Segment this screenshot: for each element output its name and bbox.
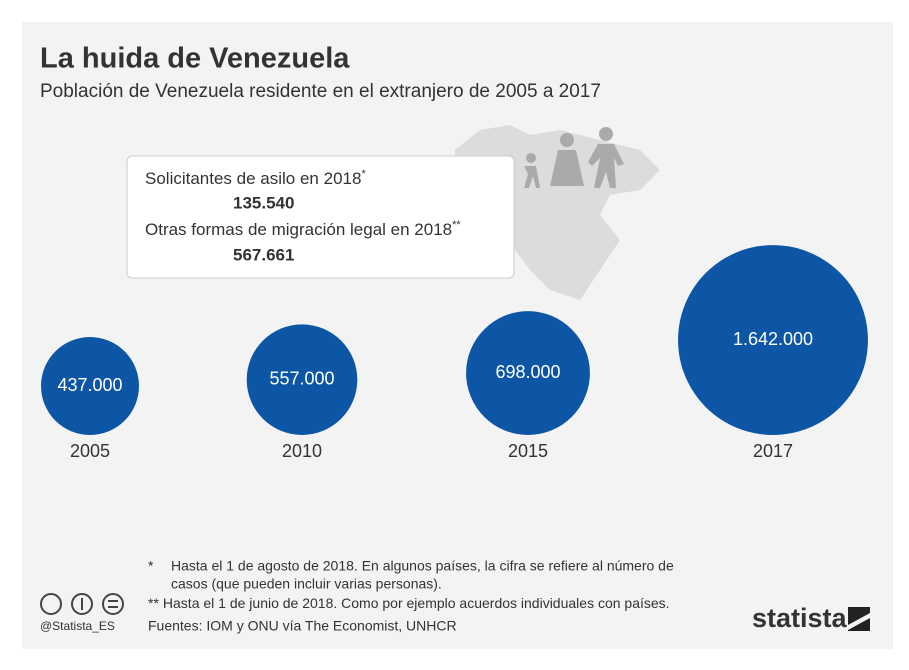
note-text: Hasta el 1 de junio de 2018. Como por ej… bbox=[163, 595, 670, 611]
handle: @Statista_ES bbox=[40, 619, 115, 633]
callout-label: Otras formas de migración legal en 2018*… bbox=[145, 219, 461, 240]
note-line: casos (que pueden incluir varias persona… bbox=[171, 576, 442, 592]
callout-box bbox=[126, 155, 515, 279]
category-label: 2010 bbox=[282, 441, 322, 461]
brand: statista bbox=[752, 603, 848, 633]
value-label: 437.000 bbox=[57, 375, 122, 395]
bubble bbox=[246, 324, 358, 435]
callout-text: Otras formas de migración legal en 2018 bbox=[145, 220, 452, 239]
callout-text: Solicitantes de asilo en 2018 bbox=[145, 169, 361, 188]
bubble bbox=[466, 311, 590, 436]
note-mark: ** bbox=[148, 595, 159, 611]
callout-mark: ** bbox=[452, 219, 461, 231]
callout-figure: 567.661 bbox=[233, 245, 294, 264]
note-mark: * bbox=[148, 558, 154, 574]
value-label: 1.642.000 bbox=[733, 329, 813, 349]
note-line: ** Hasta el 1 de junio de 2018. Como por … bbox=[148, 595, 670, 611]
category-label: 2015 bbox=[508, 441, 548, 461]
brand-logo-cut bbox=[848, 613, 870, 630]
callout-label: Solicitantes de asilo en 2018* bbox=[145, 168, 366, 189]
callout-mark: * bbox=[361, 168, 366, 180]
category-label: 2005 bbox=[70, 441, 110, 461]
chart-subtitle: Población de Venezuela residente en el e… bbox=[40, 81, 601, 102]
bubble bbox=[41, 337, 139, 435]
note-line: Hasta el 1 de agosto de 2018. En algunos… bbox=[171, 558, 674, 574]
license-icons bbox=[40, 593, 124, 615]
chart-title: La huida de Venezuela bbox=[40, 43, 350, 75]
value-label: 557.000 bbox=[269, 368, 334, 388]
value-label: 698.000 bbox=[495, 362, 560, 382]
bubble bbox=[678, 245, 868, 435]
bubbles: 437.000 2005 557.000 2010 698.000 2015 1.642.0… bbox=[41, 245, 868, 461]
people-icon bbox=[524, 127, 624, 188]
category-label: 2017 bbox=[753, 441, 793, 461]
callout-figure: 135.540 bbox=[233, 193, 294, 212]
source: Fuentes: IOM y ONU vía The Economist, UN… bbox=[148, 618, 457, 634]
